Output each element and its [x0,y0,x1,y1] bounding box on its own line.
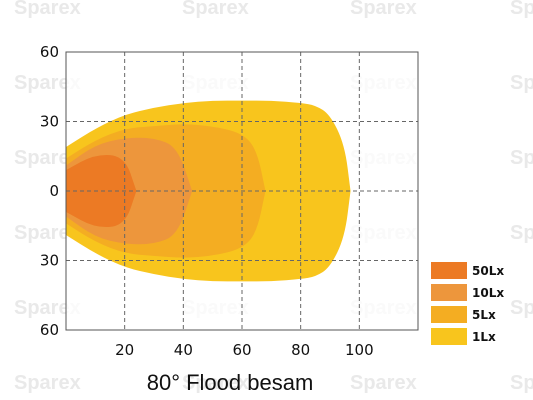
sparex-watermark: Sparex [510,372,533,394]
sparex-watermark: Sparex [14,222,81,244]
plot-frame [65,51,419,331]
legend-swatch-5lx [431,306,467,323]
sparex-watermark: Sparex [182,0,249,19]
sparex-watermark: Sparex [510,222,533,244]
sparex-watermark: Sparex [510,72,533,94]
y-tick-label: 30 [40,113,59,131]
sparex-watermark: Sparex [14,72,81,94]
sparex-watermark: Sparex [14,372,81,394]
sparex-watermark: Sparex [350,372,417,394]
legend-label-5lx: 5Lx [472,308,496,322]
sparex-watermark: Sparex [14,147,81,169]
x-tick-label: 20 [115,341,134,359]
legend-label-1lx: 1Lx [472,330,496,344]
legend: 50Lx 10Lx 5Lx 1Lx [431,262,504,345]
y-tick-label: 60 [40,43,59,61]
x-tick-label: 40 [174,341,193,359]
legend-swatch-10lx [431,284,467,301]
y-tick-label: 30 [40,252,59,270]
x-tick-label: 60 [232,341,251,359]
sparex-watermark: Sparex [14,297,81,319]
y-tick-label: 60 [40,321,59,339]
x-tick-label: 100 [345,341,374,359]
legend-swatch-1lx [431,328,467,345]
y-tick-label: 0 [49,182,59,200]
sparex-watermark: Sparex [350,0,417,19]
chart-title: 80° Flood besam [147,370,314,395]
axis-ticks: 20 40 60 80 100 60 30 0 30 60 [40,43,374,359]
sparex-watermark: Sparex [510,147,533,169]
legend-label-50lx: 50Lx [472,264,504,278]
sparex-watermark: Sparex [510,297,533,319]
sparex-watermark: Sparex [182,372,249,394]
x-tick-label: 80 [291,341,310,359]
sparex-watermark: Sparex [510,0,533,19]
sparex-watermark: Sparex [14,0,81,19]
legend-label-10lx: 10Lx [472,286,504,300]
grid-lines [66,52,418,330]
legend-swatch-50lx [431,262,467,279]
